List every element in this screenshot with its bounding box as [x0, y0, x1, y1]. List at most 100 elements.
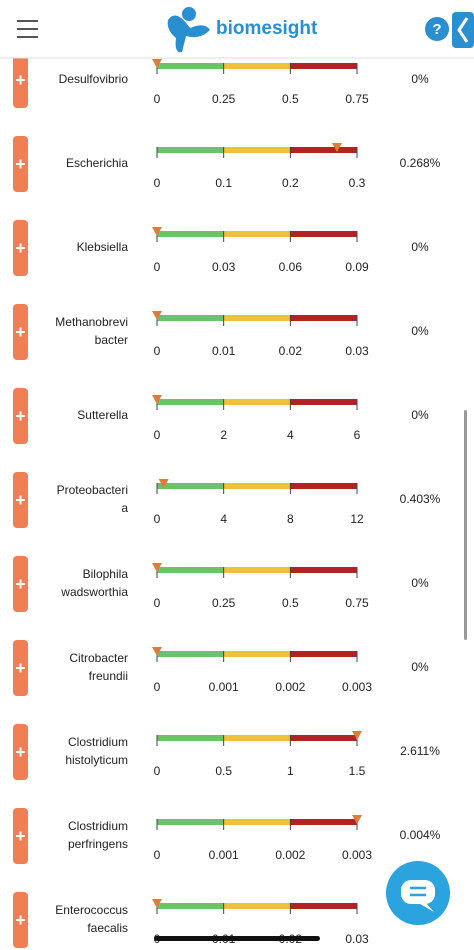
abundance-value: 0%: [411, 72, 429, 86]
species-name: a: [121, 501, 128, 515]
species-name: wadsworthia: [60, 585, 128, 599]
tick-label: 0.5: [282, 92, 299, 106]
species-name: bacter: [95, 333, 128, 347]
tick-label: 0.03: [345, 344, 369, 358]
tick-label: 1: [287, 764, 294, 778]
plus-icon: [16, 159, 25, 169]
species-name: Klebsiella: [77, 240, 129, 254]
tick-label: 0.001: [209, 680, 239, 694]
species-name: perfringens: [68, 837, 128, 851]
tick-label: 0.2: [282, 176, 299, 190]
tick-label: 4: [220, 512, 227, 526]
species-name: Clostridium: [68, 819, 128, 833]
species-name: Citrobacter: [69, 651, 128, 665]
menu-button[interactable]: [17, 20, 38, 38]
plus-icon: [16, 327, 25, 337]
abundance-value: 2.611%: [400, 744, 440, 758]
expand-button[interactable]: [13, 892, 28, 948]
species-name: histolyticum: [65, 753, 128, 767]
tick-label: 0.5: [215, 764, 232, 778]
expand-button[interactable]: [13, 808, 28, 864]
tick-label: 0: [154, 428, 161, 442]
tick-label: 0: [154, 848, 161, 862]
species-name: Proteobacteri: [57, 483, 128, 497]
tick-label: 0: [154, 260, 161, 274]
marker: [152, 311, 162, 320]
tick-label: 12: [350, 512, 364, 526]
abundance-value: 0%: [411, 408, 429, 422]
expand-button[interactable]: [13, 52, 28, 108]
expand-button[interactable]: [13, 304, 28, 360]
marker: [332, 143, 342, 152]
tick-label: 0: [154, 512, 161, 526]
plus-icon: [16, 663, 25, 673]
tick-label: 4: [287, 428, 294, 442]
marker: [152, 899, 162, 908]
expand-button[interactable]: [13, 556, 28, 612]
collapse-button[interactable]: [452, 12, 474, 48]
tick-label: 0.003: [342, 848, 372, 862]
row: Methanobrevi bacter 0 0.01 0.02 0.03 0%: [13, 304, 429, 360]
tick-label: 0.001: [209, 848, 239, 862]
range-zone: [223, 63, 291, 69]
tick-label: 8: [287, 512, 294, 526]
expand-button[interactable]: [13, 388, 28, 444]
range-zone: [223, 399, 291, 405]
plus-icon: [16, 831, 25, 841]
row: Proteobacteri a 0 4 8 12 0.403%: [13, 472, 441, 528]
expand-button[interactable]: [13, 220, 28, 276]
tick-label: 0.01: [212, 344, 236, 358]
marker: [152, 59, 162, 68]
row: Sutterella 0 2 4 6 0%: [13, 388, 429, 444]
species-name: Clostridium: [68, 735, 128, 749]
range-zone: [157, 903, 224, 909]
marker: [152, 563, 162, 572]
range-zone: [157, 399, 224, 405]
marker: [152, 227, 162, 236]
species-name: Enterococcus: [55, 903, 128, 917]
range-zone: [157, 63, 224, 69]
marker: [352, 731, 362, 740]
tick-label: 0: [154, 764, 161, 778]
range-zone: [290, 819, 357, 825]
row: Klebsiella 0 0.03 0.06 0.09 0%: [13, 220, 429, 276]
range-zone: [223, 567, 291, 573]
range-zone: [157, 315, 224, 321]
tick-label: 0: [154, 596, 161, 610]
tick-label: 0.002: [275, 680, 305, 694]
marker: [152, 647, 162, 656]
scrollbar: [464, 410, 467, 640]
abundance-value: 0.004%: [400, 828, 441, 842]
tick-label: 0.06: [279, 260, 303, 274]
range-zone: [290, 651, 357, 657]
marker: [158, 479, 169, 488]
marker: [152, 395, 162, 404]
expand-button[interactable]: [13, 724, 28, 780]
expand-button[interactable]: [13, 472, 28, 528]
help-icon: ?: [432, 21, 441, 38]
range-zone: [157, 651, 224, 657]
abundance-value: 0%: [411, 576, 429, 590]
home-indicator: [154, 936, 320, 941]
expand-button[interactable]: [13, 640, 28, 696]
logo-icon: [167, 7, 210, 53]
plus-icon: [16, 75, 25, 85]
plus-icon: [16, 915, 25, 925]
marker: [352, 815, 362, 824]
range-zone: [290, 399, 357, 405]
abundance-value: 0%: [411, 324, 429, 338]
tick-label: 0.03: [345, 932, 369, 946]
range-zone: [290, 735, 357, 741]
tick-label: 0.003: [342, 680, 372, 694]
tick-label: 0.03: [212, 260, 236, 274]
tick-label: 2: [220, 428, 227, 442]
tick-label: 0: [154, 680, 161, 694]
species-name: Sutterella: [77, 408, 128, 422]
expand-button[interactable]: [13, 136, 28, 192]
range-zone: [157, 483, 224, 489]
help-button[interactable]: [425, 17, 449, 41]
species-name: faecalis: [87, 921, 128, 935]
tick-label: 0: [154, 176, 161, 190]
chat-button[interactable]: [386, 861, 450, 925]
abundance-value: 0%: [411, 240, 429, 254]
